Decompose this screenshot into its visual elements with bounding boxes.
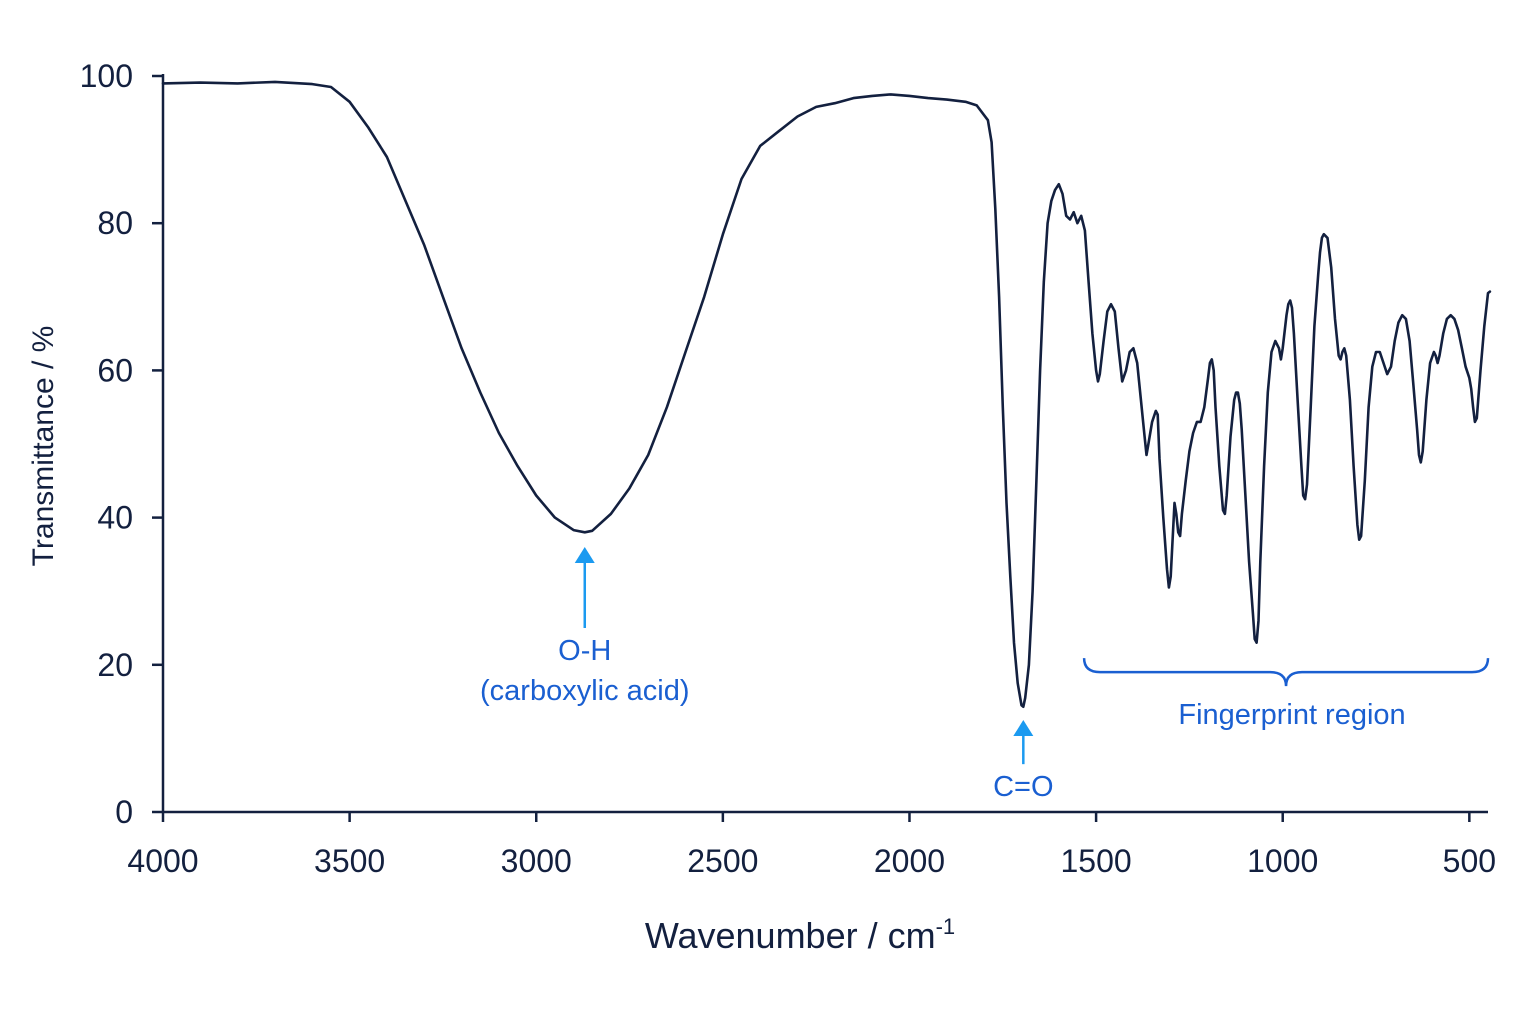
y-tick-label: 0 (115, 794, 133, 830)
spectrum-line (161, 80, 1492, 709)
x-tick-label: 3500 (314, 843, 385, 879)
x-tick-label: 3000 (501, 843, 572, 879)
x-axis-label: Wavenumber / cm-1 (645, 914, 955, 956)
tick-labels: 4000 3500 3000 2500 2000 1500 1000 500 0 20 40 60 80… (80, 58, 1496, 879)
annotation-sublabel: (carboxylic acid) (480, 675, 690, 707)
y-tick-label: 80 (97, 205, 133, 241)
x-tick-label: 500 (1443, 843, 1496, 879)
x-tick-label: 1000 (1247, 843, 1318, 879)
annotations: O-H (carboxylic acid) C=O Fingerprint regio… (480, 547, 1490, 803)
annotation-label: O-H (558, 635, 611, 667)
x-tick-label: 2500 (687, 843, 758, 879)
y-tick-label: 100 (80, 58, 133, 94)
fingerprint-region-label: Fingerprint region (1178, 699, 1405, 731)
y-axis-label: Transmittance / % (27, 326, 60, 567)
fingerprint-bracket (1082, 658, 1490, 687)
annotation-arrow-head (1013, 720, 1034, 736)
y-tick-label: 60 (97, 352, 133, 388)
annotation-arrow-head (574, 547, 595, 564)
x-tick-label: 2000 (874, 843, 945, 879)
y-tick-label: 20 (97, 647, 133, 683)
x-axis-label-superscript: -1 (936, 914, 956, 939)
x-axis-label-text: Wavenumber / cm (645, 915, 936, 956)
x-tick-label: 1500 (1061, 843, 1132, 879)
x-tick-label: 4000 (127, 843, 198, 879)
axes (152, 74, 1488, 822)
annotation-label: C=O (993, 771, 1053, 803)
y-tick-label: 40 (97, 500, 133, 536)
